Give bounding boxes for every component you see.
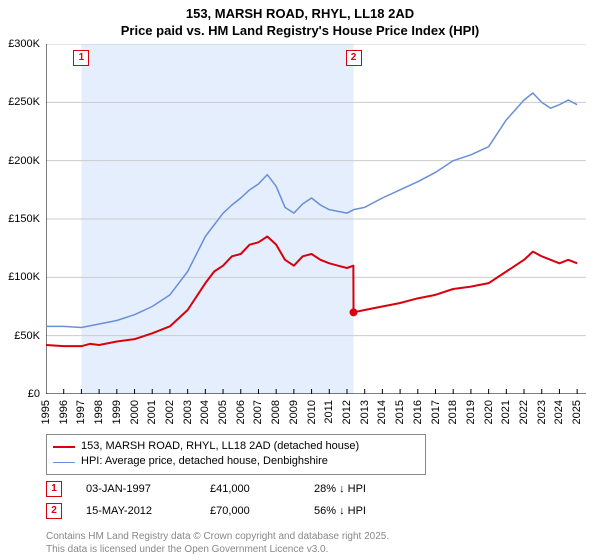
- x-tick-label: 2011: [323, 400, 335, 424]
- x-tick-label: 2012: [341, 400, 353, 424]
- sales-table: 1 03-JAN-1997 £41,000 28% ↓ HPI 2 15-MAY…: [46, 478, 586, 522]
- y-tick-label: £300K: [8, 38, 40, 50]
- x-tick-label: 2006: [235, 400, 247, 424]
- x-tick-label: 2004: [199, 400, 211, 424]
- x-tick-label: 2003: [182, 400, 194, 424]
- sale-date: 03-JAN-1997: [86, 483, 186, 495]
- x-tick-label: 2010: [306, 400, 318, 424]
- sale-date: 15-MAY-2012: [86, 505, 186, 517]
- sale-marker-icon: 2: [346, 50, 362, 66]
- legend-swatch-icon: [53, 462, 75, 463]
- x-tick-label: 2009: [288, 400, 300, 424]
- x-tick-label: 1997: [75, 400, 87, 424]
- footnote: Contains HM Land Registry data © Crown c…: [46, 531, 389, 556]
- x-tick-label: 2014: [376, 400, 388, 424]
- x-tick-label: 2017: [430, 400, 442, 424]
- y-tick-label: £150K: [8, 213, 40, 225]
- x-tick-label: 2018: [447, 400, 459, 424]
- legend-swatch-icon: [53, 446, 75, 448]
- x-tick-label: 1999: [111, 400, 123, 424]
- chart-container: 153, MARSH ROAD, RHYL, LL18 2AD Price pa…: [0, 0, 600, 560]
- chart-title-line2: Price paid vs. HM Land Registry's House …: [0, 23, 600, 38]
- x-tick-label: 2016: [412, 400, 424, 424]
- sale-marker-icon: 1: [73, 50, 89, 66]
- x-tick-label: 1996: [58, 400, 70, 424]
- x-tick-label: 2005: [217, 400, 229, 424]
- legend-label: HPI: Average price, detached house, Denb…: [81, 454, 328, 469]
- legend-item: HPI: Average price, detached house, Denb…: [53, 454, 419, 469]
- x-tick-label: 2021: [500, 400, 512, 424]
- sale-vs-hpi: 28% ↓ HPI: [314, 483, 414, 495]
- sale-marker-icon: 2: [46, 503, 62, 519]
- x-tick-label: 1995: [40, 400, 52, 424]
- legend: 153, MARSH ROAD, RHYL, LL18 2AD (detache…: [46, 434, 426, 475]
- x-tick-label: 2025: [571, 400, 583, 424]
- footnote-line1: Contains HM Land Registry data © Crown c…: [46, 531, 389, 542]
- x-tick-label: 2023: [536, 400, 548, 424]
- y-tick-label: £250K: [8, 96, 40, 108]
- x-axis: 1995199619971998199920002001200220032004…: [46, 396, 586, 436]
- y-tick-label: £100K: [8, 271, 40, 283]
- x-tick-label: 2001: [146, 400, 158, 424]
- x-tick-label: 2002: [164, 400, 176, 424]
- x-tick-label: 2019: [465, 400, 477, 424]
- chart-title-line1: 153, MARSH ROAD, RHYL, LL18 2AD: [0, 0, 600, 23]
- y-axis: £0£50K£100K£150K£200K£250K£300K: [0, 44, 44, 394]
- x-tick-label: 1998: [93, 400, 105, 424]
- legend-label: 153, MARSH ROAD, RHYL, LL18 2AD (detache…: [81, 439, 359, 454]
- plot-area: 12: [46, 44, 586, 394]
- sale-row: 2 15-MAY-2012 £70,000 56% ↓ HPI: [46, 500, 586, 522]
- sale-price: £41,000: [210, 483, 290, 495]
- x-tick-label: 2013: [359, 400, 371, 424]
- legend-item: 153, MARSH ROAD, RHYL, LL18 2AD (detache…: [53, 439, 419, 454]
- footnote-line2: This data is licensed under the Open Gov…: [46, 544, 328, 555]
- x-tick-label: 2008: [270, 400, 282, 424]
- sale-vs-hpi: 56% ↓ HPI: [314, 505, 414, 517]
- y-tick-label: £50K: [14, 330, 40, 342]
- sale-price: £70,000: [210, 505, 290, 517]
- x-tick-label: 2007: [252, 400, 264, 424]
- x-tick-label: 2024: [553, 400, 565, 424]
- y-tick-label: £200K: [8, 155, 40, 167]
- x-tick-label: 2000: [129, 400, 141, 424]
- y-tick-label: £0: [28, 388, 40, 400]
- x-tick-label: 2015: [394, 400, 406, 424]
- x-tick-label: 2022: [518, 400, 530, 424]
- sale-marker-icon: 1: [46, 481, 62, 497]
- x-tick-label: 2020: [483, 400, 495, 424]
- sale-row: 1 03-JAN-1997 £41,000 28% ↓ HPI: [46, 478, 586, 500]
